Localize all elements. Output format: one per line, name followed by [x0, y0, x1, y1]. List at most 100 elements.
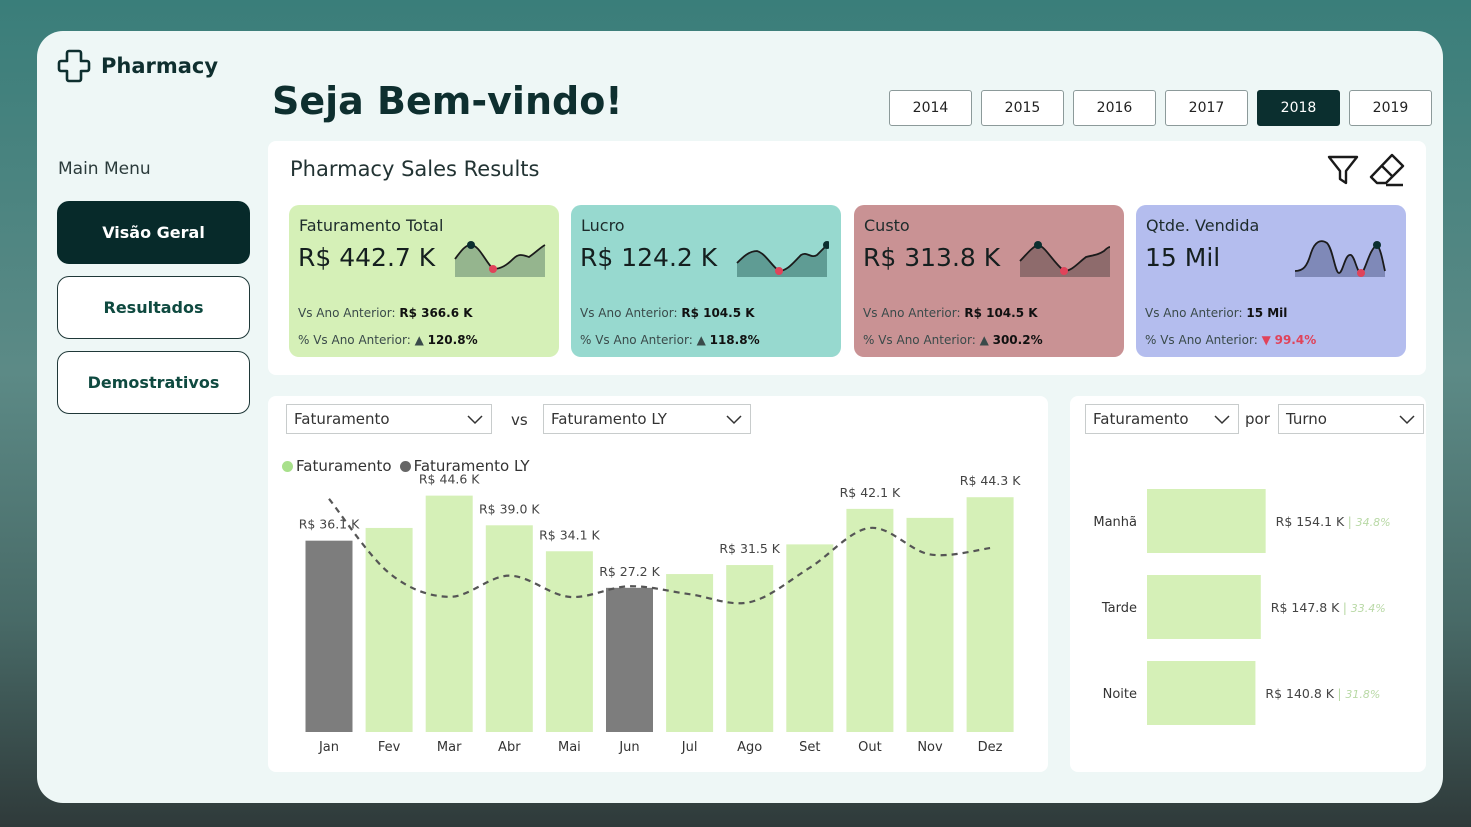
kpi-panel-title: Pharmacy Sales Results: [290, 157, 540, 181]
menu-resultados-button[interactable]: Resultados: [57, 276, 250, 339]
kpi-name: Custo: [864, 216, 910, 235]
year-button-2014[interactable]: 2014: [889, 90, 972, 126]
kpi-pct: % Vs Ano Anterior: ▲ 300.2%: [863, 333, 1043, 347]
kpi-name: Qtde. Vendida: [1146, 216, 1260, 235]
bar-separator: |: [1343, 600, 1347, 615]
x-tick-label: Ago: [737, 740, 762, 755]
x-tick-label: Jul: [681, 740, 698, 755]
logo: Pharmacy: [57, 49, 218, 83]
bar-nov[interactable]: [906, 517, 954, 732]
legend-item-faturamento-ly[interactable]: Faturamento LY: [399, 457, 530, 475]
bar-1[interactable]: [1147, 575, 1261, 639]
bar-data-label: R$ 31.5 K: [719, 541, 780, 556]
bar-out[interactable]: [846, 508, 894, 732]
chevron-down-icon: [1214, 415, 1230, 425]
bar-pct-label: 33.4%: [1351, 602, 1386, 615]
compare-dropdown-value: Faturamento LY: [551, 410, 667, 428]
kpi-value: R$ 442.7 K: [298, 243, 436, 272]
y-tick-label: Noite: [1103, 687, 1137, 702]
bar-2[interactable]: [1147, 661, 1256, 725]
bar-separator: |: [1348, 514, 1352, 529]
bar-mar[interactable]: [425, 495, 473, 732]
bar-set[interactable]: [786, 544, 834, 732]
eraser-icon[interactable]: [1368, 151, 1406, 189]
bar-jun[interactable]: [606, 587, 653, 732]
bar-separator: |: [1337, 686, 1341, 701]
kpi-sparkline: [454, 241, 546, 277]
bar-value-label: R$ 140.8 K: [1265, 686, 1334, 701]
monthly-chart-panel: Faturamento vs Faturamento LY Faturament…: [268, 396, 1048, 772]
kpi-sparkline: [1294, 240, 1386, 277]
chart-legend: Faturamento Faturamento LY: [282, 457, 530, 475]
kpi-card-qtde: Qtde. Vendida 15 Mil Vs Ano Anterior: 15…: [1136, 205, 1406, 357]
chevron-down-icon: [1399, 415, 1415, 425]
legend-item-faturamento[interactable]: Faturamento: [282, 457, 392, 475]
trend-up-icon: ▲: [696, 333, 710, 347]
kpi-panel: Pharmacy Sales Results Faturamento Total…: [268, 141, 1426, 375]
kpi-pct: % Vs Ano Anterior: ▲ 120.8%: [298, 333, 478, 347]
kpi-pct: % Vs Ano Anterior: ▼ 99.4%: [1145, 333, 1317, 347]
bar-dez[interactable]: [966, 497, 1014, 732]
bar-data-label: R$ 34.1 K: [539, 527, 600, 542]
metric-dropdown[interactable]: Faturamento: [286, 404, 492, 434]
menu-visao-geral-button[interactable]: Visão Geral: [57, 201, 250, 264]
series-line-faturamento-ly: [328, 498, 991, 605]
year-button-2016[interactable]: 2016: [1073, 90, 1156, 126]
bar-jul[interactable]: [666, 574, 714, 732]
kpi-card-faturamento: Faturamento Total R$ 442.7 K Vs Ano Ante…: [289, 205, 559, 357]
turno-chart-panel: Faturamento por Turno Manhã R$ 154.1 K | 34…: [1070, 396, 1426, 772]
x-tick-label: Jan: [318, 740, 339, 755]
page-title: Seja Bem-vindo!: [272, 79, 623, 123]
dashboard-frame: Pharmacy Seja Bem-vindo! 2014 2015 2016 201…: [37, 31, 1443, 803]
group-dropdown[interactable]: Turno: [1278, 404, 1424, 434]
bar-pct-label: 31.8%: [1345, 688, 1380, 701]
year-button-2018[interactable]: 2018: [1257, 90, 1340, 126]
x-tick-label: Abr: [498, 740, 521, 755]
bar-value-label: R$ 147.8 K: [1271, 600, 1340, 615]
bar-data-label: R$ 27.2 K: [599, 564, 660, 579]
year-selector: 2014 2015 2016 2017 2018 2019: [889, 90, 1432, 126]
bar-value-label: R$ 154.1 K: [1276, 514, 1345, 529]
filter-icon[interactable]: [1326, 153, 1360, 187]
x-tick-label: Nov: [917, 740, 943, 755]
kpi-sparkline: [1019, 241, 1111, 277]
bar-abr[interactable]: [485, 525, 533, 732]
bar-jan[interactable]: [305, 540, 353, 732]
turno-metric-dropdown[interactable]: Faturamento: [1085, 404, 1239, 434]
bar-data-label: R$ 44.3 K: [960, 473, 1021, 488]
group-dropdown-value: Turno: [1286, 410, 1327, 428]
year-button-2015[interactable]: 2015: [981, 90, 1064, 126]
kpi-name: Lucro: [581, 216, 625, 235]
pharmacy-cross-icon: [57, 49, 91, 83]
x-tick-label: Mar: [437, 740, 462, 755]
x-tick-label: Mai: [558, 740, 581, 755]
kpi-value: R$ 124.2 K: [580, 243, 718, 272]
legend-dot: [399, 460, 411, 472]
kpi-pct: % Vs Ano Anterior: ▲ 118.8%: [580, 333, 760, 347]
kpi-value: R$ 313.8 K: [863, 243, 1001, 272]
x-tick-label: Jun: [618, 740, 639, 755]
bar-fev[interactable]: [365, 527, 413, 732]
bar-0[interactable]: [1147, 489, 1266, 553]
turno-bar-chart: Manhã R$ 154.1 K | 34.8%Tarde R$ 147.8 K | 33.…: [1093, 489, 1391, 725]
compare-dropdown[interactable]: Faturamento LY: [543, 404, 751, 434]
bar-ago[interactable]: [726, 565, 774, 732]
x-tick-label: Dez: [978, 740, 1003, 755]
menu-demostrativos-button[interactable]: Demostrativos: [57, 351, 250, 414]
metric-dropdown-value: Faturamento: [294, 410, 390, 428]
x-tick-label: Out: [858, 740, 882, 755]
trend-up-icon: ▲: [414, 333, 428, 347]
kpi-prev: Vs Ano Anterior: 15 Mil: [1145, 306, 1288, 320]
bar-data-label: R$ 39.0 K: [479, 501, 540, 516]
legend-dot: [282, 460, 293, 472]
turno-metric-dropdown-value: Faturamento: [1093, 410, 1189, 428]
vs-label: vs: [511, 411, 528, 429]
kpi-prev: Vs Ano Anterior: R$ 366.6 K: [298, 306, 473, 320]
kpi-value: 15 Mil: [1145, 243, 1221, 272]
kpi-name: Faturamento Total: [299, 216, 444, 235]
year-button-2019[interactable]: 2019: [1349, 90, 1432, 126]
chevron-down-icon: [726, 415, 742, 425]
bar-mai[interactable]: [545, 551, 593, 732]
year-button-2017[interactable]: 2017: [1165, 90, 1248, 126]
